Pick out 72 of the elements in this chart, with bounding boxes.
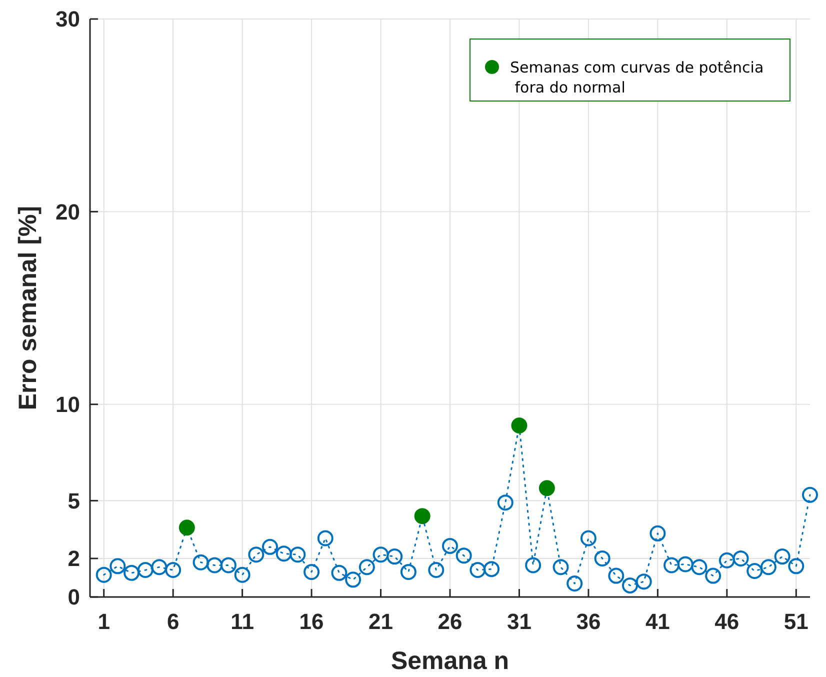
point [386, 548, 403, 565]
point [345, 572, 362, 588]
point [622, 577, 638, 594]
point [137, 562, 154, 578]
legend-label: Semanas com curvas de potência fora do normal [510, 58, 764, 96]
point [358, 559, 375, 576]
point [290, 546, 306, 563]
point [124, 564, 140, 581]
x-axis-title: Semana n [390, 647, 510, 675]
point [331, 564, 348, 581]
x-tick-label: 46 [714, 609, 740, 634]
point [456, 548, 472, 564]
y-tick-label: 0 [68, 584, 80, 610]
point [276, 546, 292, 562]
point [677, 556, 694, 572]
point [234, 566, 250, 583]
x-tick-label: 36 [576, 609, 601, 634]
point [525, 557, 542, 574]
point [705, 568, 722, 584]
point [760, 559, 776, 576]
x-tick-label: 16 [299, 609, 324, 634]
point [220, 557, 236, 574]
point [414, 508, 430, 524]
point [96, 566, 112, 583]
x-tick-label: 1 [98, 609, 110, 634]
point [372, 546, 389, 563]
point [732, 550, 749, 566]
y-tick-label: 2 [68, 546, 80, 572]
point [636, 574, 652, 590]
y-axis-title: Erro semanal [%] [14, 206, 42, 410]
point [484, 561, 500, 578]
y-tick-label: 5 [68, 488, 80, 514]
point [691, 559, 708, 576]
x-tick-label: 41 [645, 609, 670, 634]
point [664, 557, 680, 574]
point [165, 562, 182, 578]
x-tick-label: 11 [230, 609, 254, 634]
point [788, 558, 804, 574]
point [802, 486, 818, 503]
point [497, 494, 514, 511]
y-tick-label: 30 [56, 6, 80, 32]
point [400, 564, 416, 580]
point [442, 538, 458, 554]
point [746, 562, 763, 579]
point [304, 564, 320, 580]
point [650, 525, 666, 542]
point [262, 538, 278, 555]
point [511, 418, 528, 434]
point [248, 546, 264, 563]
point [580, 530, 596, 546]
point [110, 558, 126, 574]
point [718, 552, 735, 568]
point [428, 562, 444, 578]
x-tick-label: 26 [438, 609, 462, 634]
point [594, 550, 610, 566]
point [192, 554, 209, 570]
point [566, 576, 583, 592]
point [538, 480, 555, 496]
point [774, 548, 790, 565]
point [151, 559, 168, 576]
x-tick-label: 51 [784, 609, 808, 634]
point [470, 562, 486, 578]
point [552, 559, 569, 576]
x-tick-label: 21 [368, 609, 394, 634]
y-tick-label: 20 [56, 199, 80, 224]
point [317, 530, 334, 546]
x-tick-label: 6 [166, 609, 180, 634]
x-tick-label: 31 [506, 609, 532, 634]
point [206, 557, 223, 574]
point [178, 520, 195, 536]
point [608, 568, 624, 584]
y-tick-label: 10 [56, 392, 80, 418]
